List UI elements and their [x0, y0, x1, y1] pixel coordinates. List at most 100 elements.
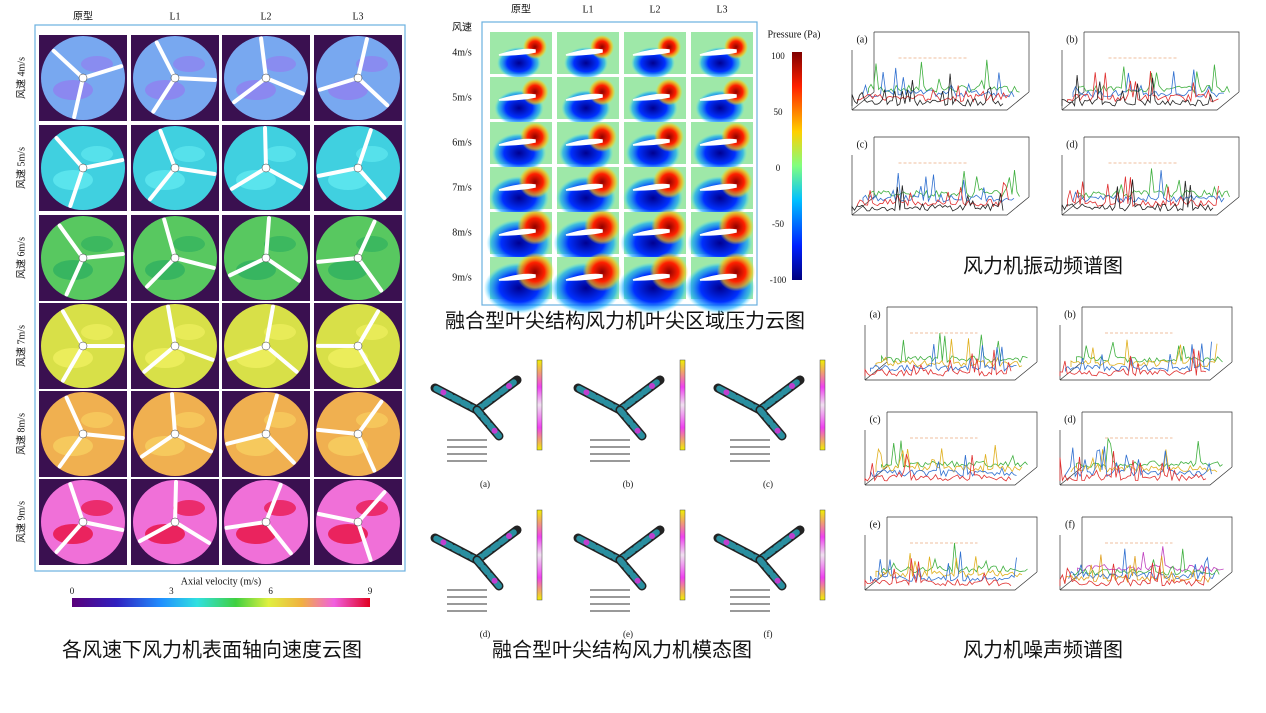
panel-label: (b)	[1066, 34, 1078, 45]
row-label: 8m/s	[452, 227, 472, 238]
high-pressure	[587, 122, 617, 152]
velocity-cell	[314, 215, 402, 301]
velocity-cell	[39, 479, 127, 565]
mode-shape	[430, 509, 543, 612]
flow-region	[264, 236, 296, 252]
panel-label: (c)	[856, 139, 867, 150]
hub	[261, 429, 271, 439]
velocity-cell	[131, 303, 219, 389]
blade	[170, 392, 177, 436]
blade	[264, 482, 283, 524]
colorbar-tick: 3	[169, 586, 174, 596]
blade	[264, 520, 293, 556]
spectrum-line	[857, 181, 1009, 208]
spectrum-line	[857, 85, 1009, 103]
blade	[226, 344, 268, 362]
mode-colorbar	[819, 509, 826, 601]
blade-tip	[583, 539, 590, 546]
blade	[356, 520, 373, 562]
hub	[353, 163, 363, 173]
spectrum-line	[1061, 179, 1214, 213]
blade-tip	[506, 383, 512, 389]
pressure-cell	[690, 165, 753, 220]
blade	[51, 48, 85, 80]
flow-region	[173, 56, 205, 72]
velocity-cell	[314, 35, 402, 121]
row-label: 风速 7m/s	[15, 325, 27, 367]
blade	[137, 520, 177, 544]
blade	[139, 432, 177, 459]
colorbar-tick: -100	[770, 275, 787, 285]
flow-region	[145, 436, 185, 456]
flow-region	[173, 146, 205, 162]
velocity-cell	[39, 215, 127, 301]
blade	[356, 128, 373, 170]
blade	[263, 126, 268, 170]
spectrum-line	[1065, 446, 1212, 478]
spectrum-line	[1059, 451, 1207, 482]
velocity-cell	[222, 35, 310, 121]
column-header: L2	[649, 4, 660, 15]
blade	[57, 432, 85, 469]
blade	[356, 344, 380, 383]
spectrum-line	[851, 73, 1004, 107]
airfoil	[498, 48, 536, 56]
hub	[78, 163, 88, 173]
column-header: 原型	[73, 9, 93, 22]
velocity-cell	[314, 125, 402, 211]
row-label: 9m/s	[452, 272, 472, 283]
airfoil	[565, 228, 603, 236]
hub	[353, 429, 363, 439]
pressure-cell	[483, 252, 555, 314]
colorbar-tick: -50	[772, 219, 784, 229]
blade	[60, 309, 85, 348]
high-pressure	[523, 35, 547, 59]
blade	[173, 520, 212, 545]
hub	[78, 341, 88, 351]
velocity-cell	[314, 303, 402, 389]
velocity-cell	[222, 215, 310, 301]
column-header: L2	[260, 11, 271, 22]
mode-colorbar	[536, 359, 543, 451]
caption: 风力机噪声频谱图	[963, 639, 1123, 662]
spectrum-line	[870, 343, 1017, 372]
blade	[154, 40, 177, 80]
blade	[264, 344, 299, 374]
spectrum-panel	[1061, 31, 1240, 111]
blade	[173, 256, 216, 270]
hub	[261, 341, 271, 351]
colorbar	[792, 52, 802, 280]
pressure-cell	[490, 32, 552, 79]
airfoil	[632, 273, 670, 281]
hub	[261, 253, 271, 263]
airfoil	[699, 138, 737, 146]
pressure-cell	[556, 165, 619, 220]
pressure-cell	[691, 122, 753, 173]
blade	[356, 309, 381, 348]
spectrum-line	[1061, 75, 1214, 108]
high-pressure	[655, 78, 683, 106]
high-pressure	[588, 78, 616, 106]
blade	[356, 166, 387, 201]
caption: 融合型叶尖结构风力机叶尖区域压力云图	[445, 310, 805, 333]
panel-label: (b)	[1064, 309, 1076, 320]
row-label: 风速 6m/s	[15, 237, 27, 279]
pressure-cell	[684, 252, 756, 314]
high-pressure	[724, 35, 748, 59]
pressure-cell	[550, 252, 622, 314]
high-pressure	[520, 122, 550, 152]
blade	[317, 76, 360, 92]
blade	[264, 216, 272, 260]
blade	[224, 520, 268, 530]
mode-colorbar	[679, 509, 686, 601]
airfoil	[699, 183, 737, 191]
high-pressure	[654, 122, 684, 152]
pressure-cell	[557, 77, 619, 126]
spectrum-line	[875, 338, 1023, 368]
mode-shape	[573, 509, 686, 612]
colorbar-tick: 9	[368, 586, 373, 596]
velocity-cell	[39, 303, 127, 389]
flow-region	[81, 500, 113, 516]
axis-box	[864, 516, 1038, 591]
velocity-cell	[39, 125, 127, 211]
